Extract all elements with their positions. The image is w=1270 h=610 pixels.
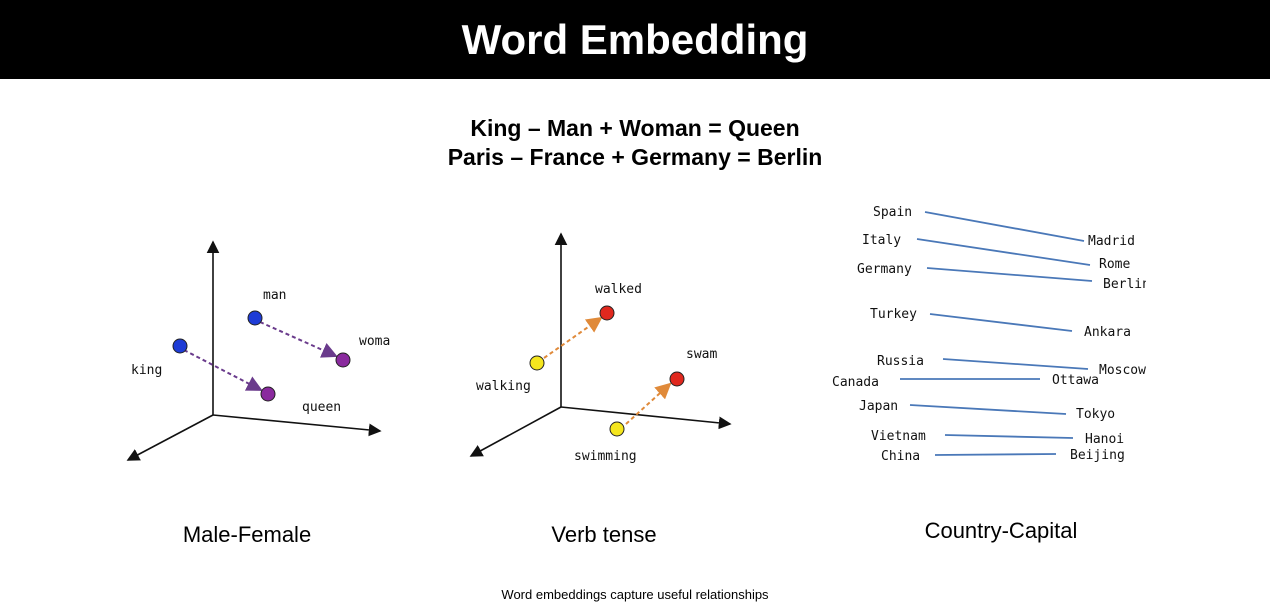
- label-walked: walked: [595, 282, 642, 297]
- caption-verb-tense: Verb tense: [551, 522, 657, 547]
- label-swam: swam: [686, 347, 717, 362]
- label-capital-moscow: Moscow: [1099, 363, 1146, 378]
- label-country-italy: Italy: [862, 233, 901, 248]
- point-walking: [529, 355, 545, 371]
- point-man: [247, 310, 263, 326]
- label-country-turkey: Turkey: [870, 307, 917, 322]
- label-capital-madrid: Madrid: [1088, 234, 1135, 249]
- label-walking: walking: [476, 379, 531, 394]
- arrow-walking-walked: [543, 316, 603, 359]
- link-vietnam: [944, 434, 1074, 439]
- axis-z: [469, 406, 562, 457]
- link-turkey: [929, 313, 1073, 332]
- label-country-russia: Russia: [877, 354, 924, 369]
- link-germany: [926, 267, 1093, 282]
- label-country-spain: Spain: [873, 205, 912, 220]
- point-swam: [669, 371, 685, 387]
- equation-paris-berlin: Paris – France + Germany = Berlin: [447, 144, 823, 170]
- caption-male-female: Male-Female: [182, 522, 312, 547]
- label-capital-ottawa: Ottawa: [1052, 373, 1099, 388]
- label-capital-hanoi: Hanoi: [1085, 432, 1124, 447]
- link-china: [934, 453, 1057, 456]
- label-capital-berlin: Berlin: [1103, 277, 1146, 292]
- arrow-man-woman: [259, 321, 338, 358]
- analogy-equations: King – Man + Woman = Queen Paris – Franc…: [0, 114, 1270, 172]
- label-country-germany: Germany: [857, 262, 912, 277]
- label-country-japan: Japan: [859, 399, 898, 414]
- axis-x: [212, 414, 382, 437]
- point-walked: [599, 305, 615, 321]
- label-country-canada: Canada: [832, 375, 879, 390]
- arrow-king-queen: [183, 349, 263, 391]
- page-title: Word Embedding: [461, 16, 809, 63]
- country-capital-diagram: Spain Madrid Italy Rome Germany Berlin Turkey A…: [826, 196, 1150, 481]
- title-bar: Word Embedding: [0, 0, 1270, 79]
- link-russia: [942, 358, 1089, 370]
- label-capital-ankara: Ankara: [1084, 325, 1131, 340]
- axis-x: [560, 406, 732, 430]
- verb-tense-diagram: walked walking swam swimming: [465, 230, 745, 475]
- point-queen: [260, 386, 276, 402]
- label-capital-beijing: Beijing: [1070, 448, 1125, 463]
- label-king: king: [131, 363, 162, 378]
- label-country-china: China: [881, 449, 920, 464]
- link-japan: [909, 404, 1067, 415]
- point-woman: [335, 352, 351, 368]
- label-country-vietnam: Vietnam: [871, 429, 926, 444]
- point-king: [172, 338, 188, 354]
- equation-king-queen: King – Man + Woman = Queen: [470, 115, 800, 141]
- link-italy: [916, 238, 1091, 266]
- link-spain: [924, 211, 1085, 242]
- arrow-swimming-swam: [625, 382, 672, 425]
- label-capital-rome: Rome: [1099, 257, 1130, 272]
- label-man: man: [263, 288, 286, 303]
- point-swimming: [609, 421, 625, 437]
- label-woman: woman: [359, 334, 390, 349]
- axis-z: [126, 414, 214, 461]
- label-swimming: swimming: [574, 449, 637, 464]
- label-queen: queen: [302, 400, 341, 415]
- label-capital-tokyo: Tokyo: [1076, 407, 1115, 422]
- caption-country-capital: Country-Capital: [924, 518, 1078, 543]
- footnote: Word embeddings capture useful relations…: [501, 587, 769, 602]
- male-female-diagram: man woman king queen: [120, 230, 398, 475]
